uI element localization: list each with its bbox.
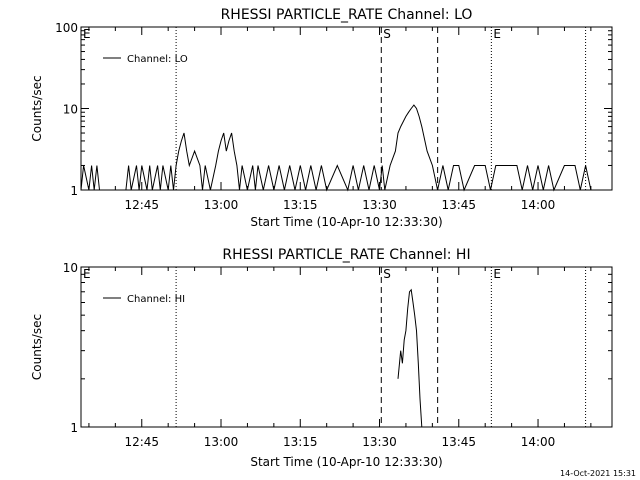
legend-label: Channel: LO: [127, 54, 188, 65]
series-line: [80, 104, 592, 192]
x-tick-label: 14:00: [521, 198, 556, 212]
event-marker-label: E: [83, 27, 91, 41]
x-tick-label: 13:00: [204, 435, 239, 449]
plot-timestamp: 14-Oct-2021 15:31: [560, 469, 636, 478]
y-tick-label: 10: [63, 103, 78, 117]
y-axis-label: Counts/sec: [30, 75, 44, 141]
x-axis-label: Start Time (10-Apr-10 12:33:30): [250, 215, 442, 229]
y-tick-label: 10: [63, 261, 78, 275]
x-tick-label: 14:00: [521, 435, 556, 449]
x-tick-label: 13:30: [362, 198, 397, 212]
legend-label: Channel: HI: [127, 294, 185, 305]
event-marker-label: S: [383, 27, 391, 41]
event-marker-label: S: [383, 267, 391, 281]
x-tick-label: 12:45: [124, 198, 159, 212]
chart-title: RHESSI PARTICLE_RATE Channel: HI: [222, 247, 470, 263]
x-tick-label: 13:45: [441, 198, 476, 212]
y-tick-label: 1: [70, 421, 78, 435]
panel-hi: RHESSI PARTICLE_RATE Channel: HI 12:45 13:…: [30, 247, 613, 469]
event-marker-label: E: [83, 267, 91, 281]
y-tick-label: 100: [55, 21, 78, 35]
x-tick-label: 13:15: [283, 198, 318, 212]
panel-lo: RHESSI PARTICLE_RATE Channel: LO 12:45 13:…: [30, 7, 613, 229]
x-tick-label: 12:45: [124, 435, 159, 449]
x-axis-label: Start Time (10-Apr-10 12:33:30): [250, 455, 442, 469]
plot-frame: [80, 266, 613, 428]
x-tick-label: 13:45: [441, 435, 476, 449]
x-tick-label: 13:00: [204, 198, 239, 212]
event-marker-label: E: [493, 267, 501, 281]
event-marker-label: E: [493, 27, 501, 41]
y-axis-label: Counts/sec: [30, 314, 44, 380]
x-tick-label: 13:15: [283, 435, 318, 449]
x-tick-label: 13:30: [362, 435, 397, 449]
plot-frame: [80, 26, 613, 191]
chart-title: RHESSI PARTICLE_RATE Channel: LO: [221, 7, 473, 23]
series-line: [397, 288, 423, 428]
y-tick-label: 1: [70, 184, 78, 198]
